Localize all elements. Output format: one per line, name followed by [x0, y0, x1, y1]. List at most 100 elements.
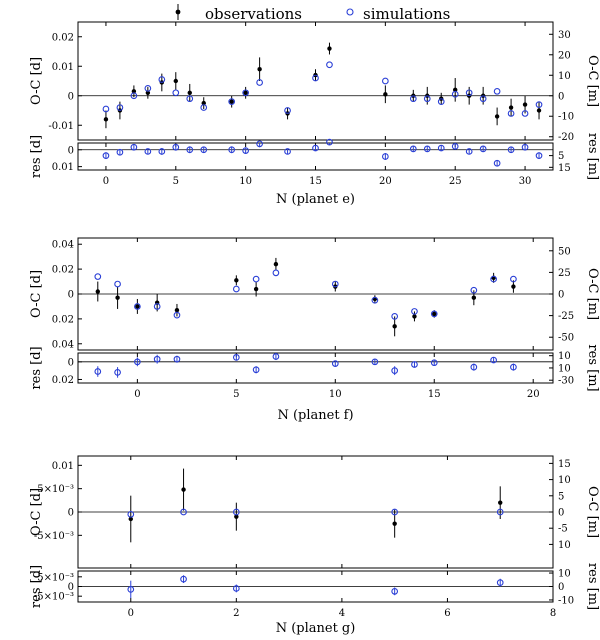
residual-point	[180, 575, 187, 583]
observation-point	[95, 289, 100, 294]
y-right-axis-label: res [m]	[585, 344, 600, 391]
y-tick-label: 0.02	[52, 375, 74, 386]
residual-point	[116, 148, 124, 156]
residual-point	[496, 579, 504, 586]
y-tick-label: 0.02	[52, 32, 74, 43]
observation-point	[181, 487, 186, 492]
residual-point	[437, 144, 445, 152]
observation-point	[511, 284, 516, 289]
observation-point	[494, 114, 500, 119]
y-right-tick-label: 10	[558, 475, 571, 486]
residual-point	[284, 148, 291, 155]
simulation-point	[423, 95, 431, 103]
x-tick-label: 2	[233, 608, 239, 619]
simulation-point	[430, 310, 438, 318]
simulation-point	[200, 104, 208, 111]
y-tick-label: 5×10⁻³	[37, 572, 74, 583]
simulation-point	[521, 110, 529, 117]
simulation-point	[172, 89, 180, 97]
residual-point	[521, 143, 529, 151]
y-axis-label: res [d]	[29, 346, 44, 389]
y-tick-label: 5×10⁻³	[37, 484, 74, 495]
y-right-tick-label: -30	[558, 376, 574, 387]
x-tick-label: 20	[527, 389, 540, 400]
x-tick-label: 6	[444, 608, 450, 619]
residual-point	[232, 585, 240, 592]
simulation-point	[411, 308, 418, 315]
observation-point	[412, 314, 417, 319]
y-right-axis-label: O-C [m]	[585, 55, 600, 107]
simulation-point	[102, 105, 110, 113]
residual-point	[391, 367, 399, 374]
y-right-tick-label: 10	[558, 71, 571, 82]
simulation-point	[451, 90, 459, 98]
observation-point	[273, 261, 279, 267]
residual-point	[228, 146, 236, 154]
residual-point	[127, 586, 135, 593]
residual-point	[252, 366, 260, 374]
y-right-tick-label: -25	[558, 311, 574, 322]
residual-point	[200, 146, 208, 154]
residual-point	[507, 146, 515, 154]
simulation-point	[228, 98, 236, 105]
residual-point	[232, 354, 240, 361]
observation-point	[131, 89, 137, 94]
x-tick-label: 20	[379, 176, 392, 187]
residual-point	[173, 355, 181, 363]
residual-point	[423, 145, 431, 153]
y-right-tick-label: 10	[558, 569, 571, 580]
simulation-point	[144, 85, 152, 92]
observation-point	[229, 99, 234, 104]
residual-point	[153, 355, 161, 363]
y-right-axis-label: O-C [m]	[585, 268, 600, 320]
residual-point	[130, 143, 138, 151]
y-right-tick-label: 5	[558, 491, 564, 502]
observation-point	[253, 286, 259, 292]
simulation-point	[496, 508, 504, 516]
y-right-tick-label: -50	[558, 333, 574, 344]
observation-point	[432, 311, 437, 317]
x-tick-label: 0	[134, 389, 140, 400]
observation-point	[174, 307, 180, 313]
x-tick-label: 10	[329, 389, 342, 400]
y-tick-label: 0	[68, 508, 74, 519]
panel-planet-e: 0 5 10 15 20 25 30 N (planet e) 0.02 0.01 0 -0.01 30…	[29, 21, 600, 207]
observation-point	[498, 500, 503, 505]
legend-sim-marker	[346, 8, 354, 16]
residual-point	[144, 148, 152, 155]
residual-point	[102, 152, 110, 160]
simulation-point	[153, 303, 161, 310]
residual-point	[391, 587, 399, 595]
observation-point	[187, 90, 192, 96]
x-tick-label: 10	[239, 176, 252, 187]
simulation-point	[134, 303, 141, 310]
observation-point	[145, 90, 151, 96]
residual-point	[479, 145, 487, 153]
residual-point	[158, 148, 166, 155]
x-tick-label: 30	[519, 176, 532, 187]
y-right-tick-label: 25	[558, 268, 571, 279]
residual-point	[510, 363, 517, 371]
simulation-point	[465, 89, 473, 97]
y-axis-label: O-C [d]	[29, 57, 44, 105]
residual-point	[411, 361, 418, 368]
y-right-tick-label: -5	[558, 524, 568, 535]
y-tick-label: 0.02	[52, 265, 74, 276]
x-tick-label: 15	[428, 389, 441, 400]
simulation-point	[409, 95, 417, 103]
y-right-axis-label: res [m]	[585, 133, 600, 180]
x-tick-label: 5	[173, 176, 179, 187]
simulation-point	[173, 311, 181, 319]
simulation-point	[232, 508, 240, 516]
residual-point	[242, 147, 249, 154]
y-right-tick-label: 10	[558, 363, 571, 374]
simulation-point	[371, 296, 379, 304]
observation-point	[103, 117, 109, 122]
residual-point	[465, 148, 473, 155]
simulation-point	[186, 95, 194, 103]
simulation-point	[510, 275, 517, 283]
residual-point	[409, 145, 417, 153]
y-tick-label: 0.01	[52, 62, 74, 73]
residual-point	[134, 358, 141, 366]
